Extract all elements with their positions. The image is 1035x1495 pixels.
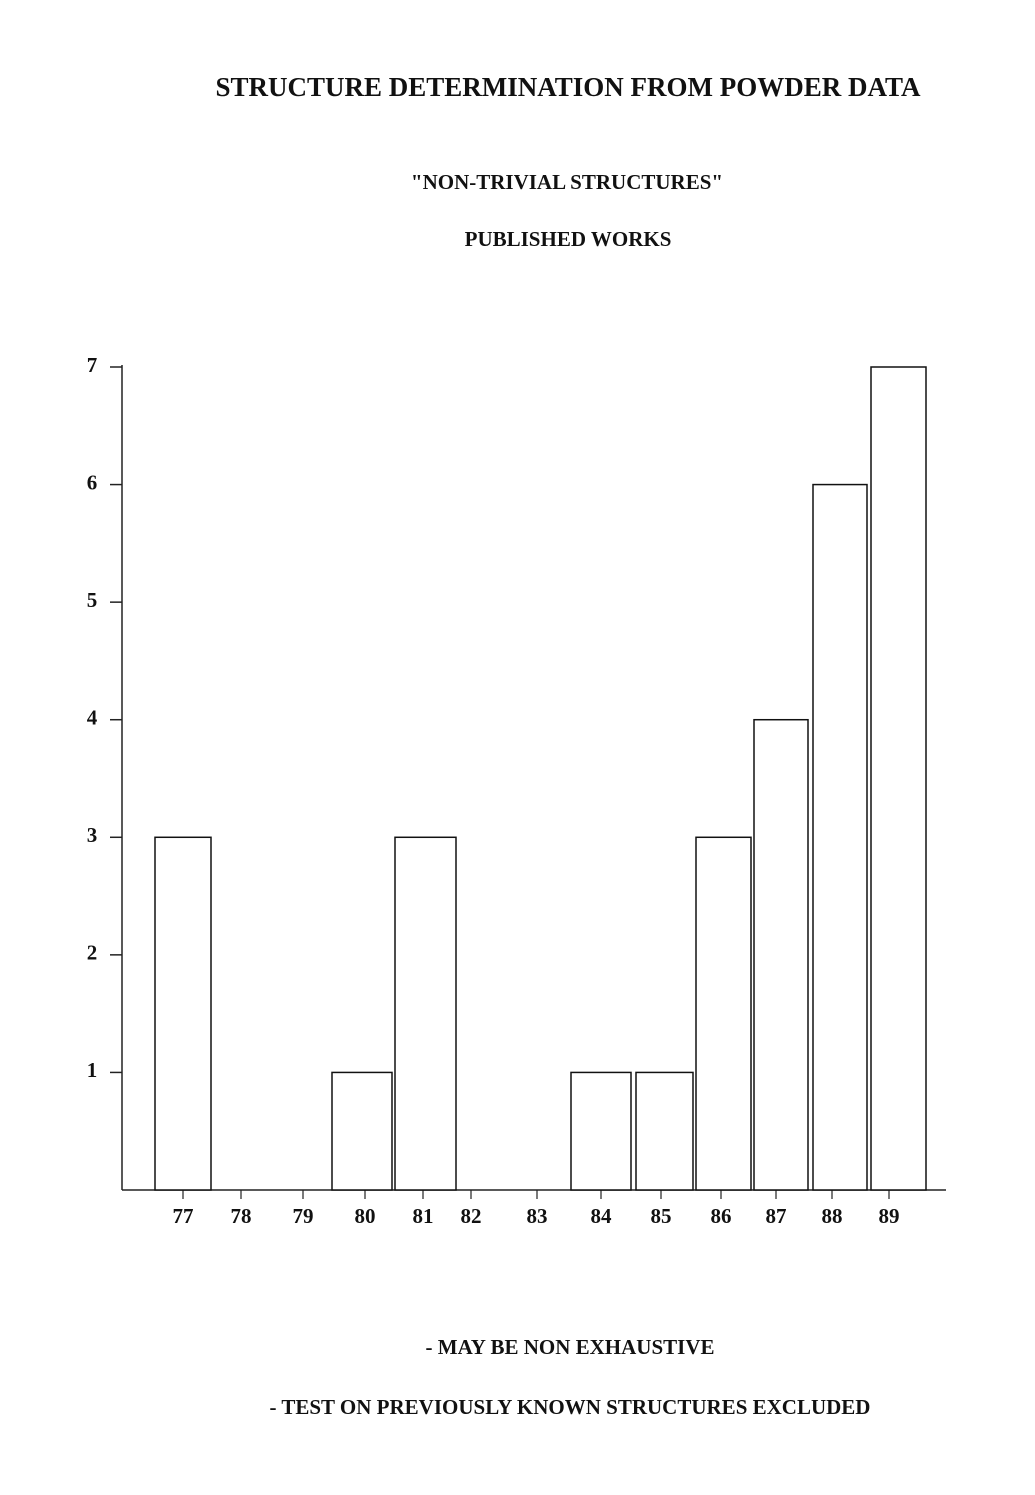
y-tick-label: 2 [87,941,98,965]
bar [331,1071,393,1191]
x-tick-label: 88 [822,1204,843,1228]
x-tick-label: 86 [711,1204,732,1228]
x-tick-label: 77 [173,1204,194,1228]
y-tick-label: 6 [87,470,98,494]
y-tick-label: 5 [87,588,98,612]
y-tick-label: 1 [87,1058,98,1082]
x-tick-label: 87 [766,1204,787,1228]
y-tick-label: 7 [87,353,98,377]
bar [394,836,457,1191]
chart-title: STRUCTURE DETERMINATION FROM POWDER DATA [215,72,921,102]
bar [870,366,927,1191]
y-tick-label: 3 [87,823,98,847]
x-tick-label: 85 [651,1204,672,1228]
x-tick-label: 80 [355,1204,376,1228]
x-tick-label: 82 [461,1204,482,1228]
bar [812,483,868,1191]
chart-subtitle: "NON-TRIVIAL STRUCTURES" [411,170,723,194]
x-tick-label: 84 [591,1204,613,1228]
x-tick-label: 83 [527,1204,548,1228]
annotation: - TEST ON PREVIOUSLY KNOWN STRUCTURES EX… [270,1395,871,1419]
x-tick-label: 78 [231,1204,252,1228]
y-tick-label: 4 [87,706,98,730]
x-tick-label: 81 [413,1204,434,1228]
bar [635,1071,694,1191]
bar [695,836,752,1191]
bar [753,718,809,1191]
bar [154,836,212,1191]
annotation: - MAY BE NON EXHAUSTIVE [426,1335,715,1359]
bar [570,1071,632,1191]
x-tick-label: 79 [293,1204,314,1228]
chart-subtitle: PUBLISHED WORKS [465,227,672,251]
x-tick-label: 89 [879,1204,900,1228]
